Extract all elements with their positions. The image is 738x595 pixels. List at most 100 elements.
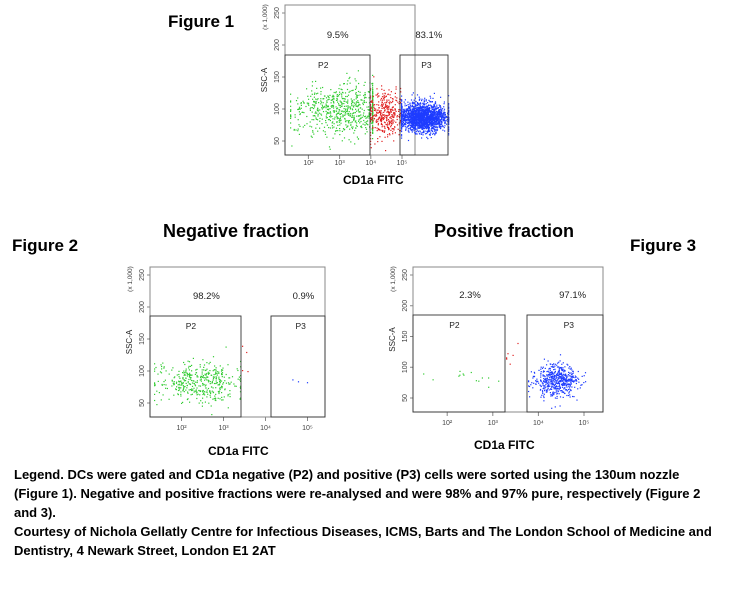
event-dot	[370, 101, 372, 103]
event-dot	[445, 116, 447, 118]
event-dot	[411, 130, 413, 132]
event-dot	[333, 98, 335, 100]
event-dot	[179, 384, 181, 386]
event-dot	[389, 121, 391, 123]
event-dot	[307, 95, 309, 97]
event-dot	[439, 121, 441, 124]
event-dot	[214, 395, 216, 397]
event-dot	[365, 128, 368, 130]
event-dot	[364, 96, 366, 98]
event-dot	[569, 366, 571, 368]
event-dot	[429, 119, 431, 122]
event-dot	[202, 384, 204, 386]
event-dot	[426, 111, 428, 113]
event-dot	[201, 369, 203, 371]
event-dot	[431, 120, 433, 123]
event-dot	[242, 345, 244, 347]
event-dot	[161, 383, 163, 386]
event-dot	[403, 101, 405, 103]
event-dot	[370, 88, 372, 90]
event-dot	[422, 128, 424, 130]
event-dot	[190, 374, 192, 376]
event-dot	[379, 136, 381, 138]
event-dot	[182, 388, 185, 390]
event-dot	[437, 121, 439, 123]
y-tick-label: 200	[402, 300, 409, 312]
event-dot	[423, 104, 425, 106]
event-dot	[308, 104, 310, 106]
event-dot	[395, 86, 397, 88]
event-dot	[563, 382, 565, 384]
event-dot	[202, 382, 204, 385]
event-dot	[571, 373, 573, 375]
event-dot	[421, 110, 423, 112]
event-dot	[340, 112, 342, 115]
event-dot	[530, 371, 532, 373]
event-dot	[346, 111, 348, 113]
event-dot	[322, 111, 325, 113]
event-dot	[417, 127, 419, 129]
event-dot	[538, 382, 540, 384]
event-dot	[401, 127, 403, 129]
event-dot	[382, 118, 384, 121]
event-dot	[326, 124, 328, 126]
event-dot	[325, 103, 327, 105]
event-dot	[440, 119, 442, 121]
event-dot	[310, 135, 312, 137]
event-dot	[312, 130, 314, 132]
event-dot	[432, 123, 434, 125]
event-dot	[331, 115, 333, 117]
event-dot	[327, 119, 330, 121]
event-dot	[552, 394, 554, 396]
event-dot	[215, 399, 217, 402]
event-dot	[211, 381, 213, 383]
event-dot	[394, 114, 396, 116]
p3-gate	[526, 314, 604, 413]
p3-percent: 0.9%	[293, 291, 315, 302]
event-dot	[387, 136, 389, 138]
event-dot	[561, 369, 563, 371]
event-dot	[543, 395, 545, 397]
event-dot	[533, 371, 535, 373]
event-dot	[313, 93, 316, 95]
event-dot	[196, 391, 198, 393]
event-dot	[339, 100, 341, 102]
event-dot	[353, 104, 355, 106]
event-dot	[298, 106, 301, 108]
event-dot	[208, 380, 210, 382]
event-dot	[415, 124, 417, 127]
event-dot	[349, 112, 351, 115]
event-dot	[204, 401, 206, 403]
event-dot	[577, 388, 579, 390]
event-dot	[552, 366, 554, 368]
p3-percent: 83.1%	[415, 30, 442, 41]
event-dot	[212, 376, 214, 378]
event-dot	[174, 376, 176, 378]
event-dot	[366, 106, 368, 108]
event-dot	[542, 388, 544, 390]
event-dot	[569, 378, 571, 380]
event-dot	[391, 123, 393, 125]
event-dot	[407, 101, 409, 103]
event-dot	[173, 384, 175, 386]
event-dot	[381, 105, 383, 107]
event-dot	[182, 376, 184, 379]
x-tick-label: 10⁴	[533, 420, 544, 427]
event-dot	[314, 92, 316, 94]
event-dot	[349, 106, 351, 108]
event-dot	[434, 123, 436, 126]
event-dot	[341, 89, 343, 91]
event-dot	[381, 130, 384, 133]
event-dot	[443, 116, 445, 118]
event-dot	[423, 110, 425, 112]
event-dot	[443, 114, 445, 116]
event-dot	[158, 392, 160, 394]
event-dot	[448, 116, 450, 118]
event-dot	[423, 119, 425, 121]
event-dot	[562, 382, 564, 384]
event-dot	[555, 389, 557, 391]
event-dot	[184, 374, 186, 376]
event-dot	[347, 102, 349, 104]
event-dot	[567, 374, 569, 376]
event-dot	[392, 131, 394, 133]
